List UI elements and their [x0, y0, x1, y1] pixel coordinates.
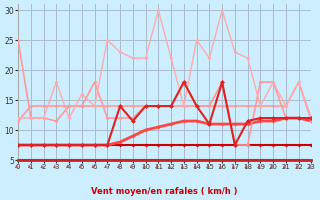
X-axis label: Vent moyen/en rafales ( km/h ): Vent moyen/en rafales ( km/h ): [92, 187, 238, 196]
